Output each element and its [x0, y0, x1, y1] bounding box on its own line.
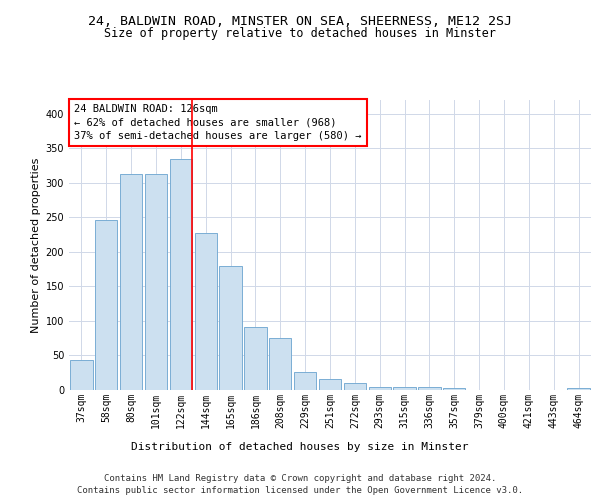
- Bar: [344, 383, 366, 390]
- Bar: [319, 379, 341, 390]
- Bar: [194, 232, 217, 390]
- Text: 24 BALDWIN ROAD: 126sqm
← 62% of detached houses are smaller (968)
37% of semi-d: 24 BALDWIN ROAD: 126sqm ← 62% of detache…: [74, 104, 362, 141]
- Bar: [170, 158, 192, 390]
- Bar: [394, 386, 416, 390]
- Bar: [70, 360, 92, 390]
- Bar: [368, 386, 391, 390]
- Text: Contains public sector information licensed under the Open Government Licence v3: Contains public sector information licen…: [77, 486, 523, 495]
- Text: Size of property relative to detached houses in Minster: Size of property relative to detached ho…: [104, 28, 496, 40]
- Text: Distribution of detached houses by size in Minster: Distribution of detached houses by size …: [131, 442, 469, 452]
- Bar: [269, 338, 292, 390]
- Bar: [220, 266, 242, 390]
- Bar: [568, 388, 590, 390]
- Bar: [95, 220, 118, 390]
- Y-axis label: Number of detached properties: Number of detached properties: [31, 158, 41, 332]
- Bar: [145, 174, 167, 390]
- Bar: [418, 387, 440, 390]
- Bar: [120, 174, 142, 390]
- Text: 24, BALDWIN ROAD, MINSTER ON SEA, SHEERNESS, ME12 2SJ: 24, BALDWIN ROAD, MINSTER ON SEA, SHEERN…: [88, 15, 512, 28]
- Text: Contains HM Land Registry data © Crown copyright and database right 2024.: Contains HM Land Registry data © Crown c…: [104, 474, 496, 483]
- Bar: [443, 388, 466, 390]
- Bar: [294, 372, 316, 390]
- Bar: [244, 327, 266, 390]
